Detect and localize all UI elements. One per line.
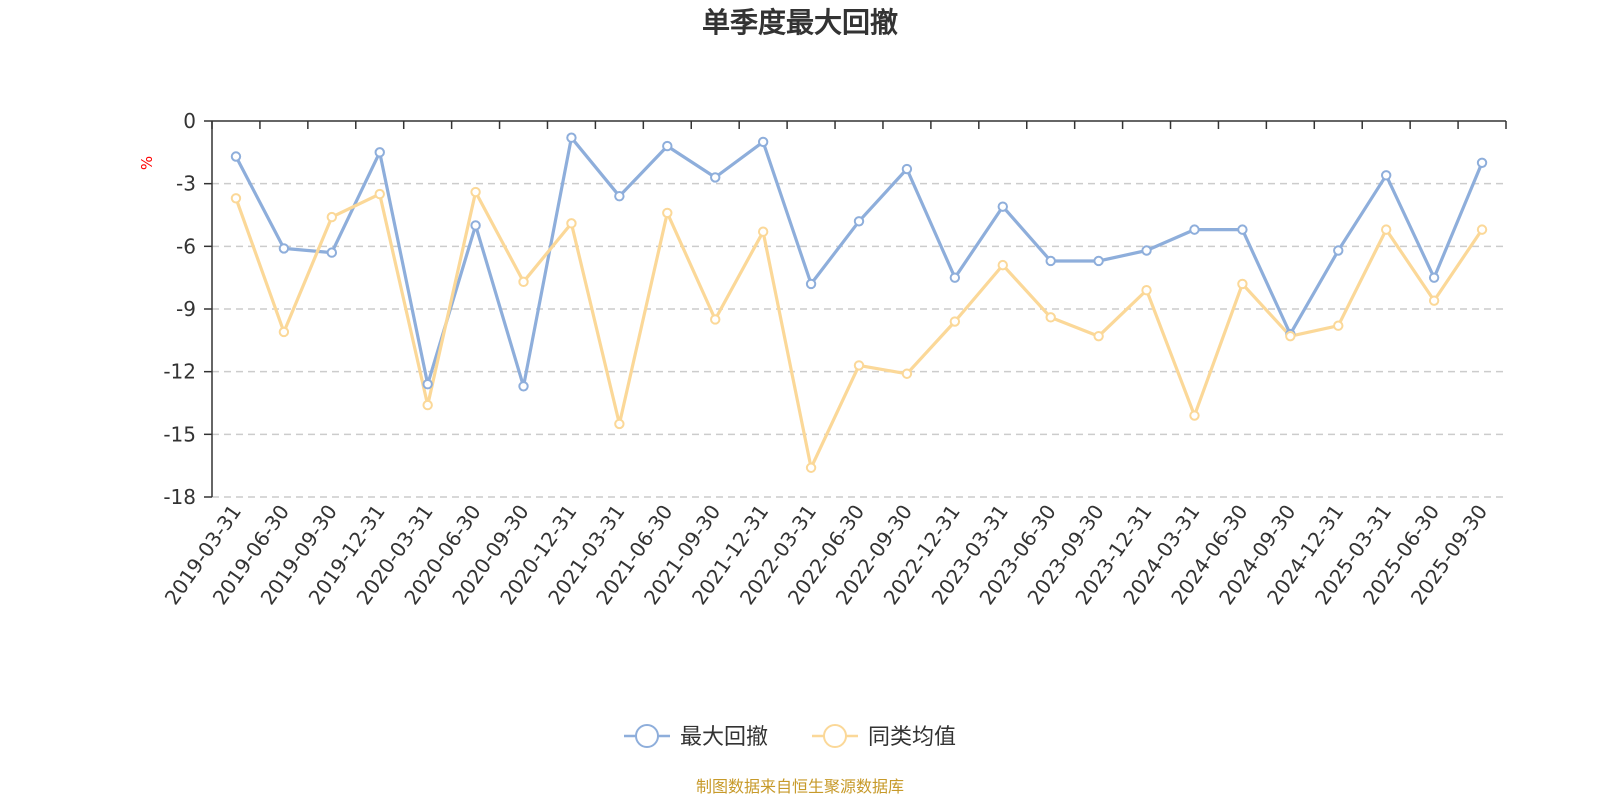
data-point[interactable] [1189, 410, 1200, 421]
data-point[interactable] [1141, 245, 1152, 256]
data-point[interactable] [805, 278, 817, 290]
data-point[interactable] [805, 462, 817, 473]
data-point[interactable] [949, 272, 961, 283]
data-point[interactable] [278, 326, 290, 338]
data-point[interactable] [1189, 224, 1200, 235]
grid-lines [212, 182, 1506, 498]
chart-title: 单季度最大回撤 [702, 6, 898, 39]
legend-item-1[interactable]: 最大回撤 [624, 724, 768, 750]
data-point[interactable] [1333, 320, 1344, 331]
data-point[interactable] [230, 193, 242, 204]
data-point[interactable] [1141, 285, 1152, 296]
data-point[interactable] [1428, 295, 1440, 306]
data-point[interactable] [1093, 330, 1104, 342]
data-point[interactable] [1285, 330, 1296, 342]
data-point[interactable] [1476, 224, 1488, 235]
data-point[interactable] [422, 399, 433, 411]
data-point[interactable] [997, 259, 1008, 271]
legend-label: 同类均值 [868, 725, 956, 750]
legend-marker-icon [635, 724, 659, 748]
data-point[interactable] [1380, 170, 1392, 181]
data-point[interactable] [1045, 312, 1056, 323]
y-tick-label: -15 [163, 422, 196, 446]
y-tick-label: -18 [163, 485, 196, 509]
data-point[interactable] [1380, 224, 1392, 235]
y-tick-label: -6 [176, 234, 196, 258]
series-line-2 [234, 190, 1484, 470]
data-point[interactable] [662, 140, 673, 152]
data-point[interactable] [1237, 278, 1248, 290]
data-point[interactable] [1093, 255, 1104, 267]
data-point[interactable] [326, 247, 338, 258]
data-point[interactable] [901, 368, 913, 379]
data-point[interactable] [614, 418, 625, 430]
data-point[interactable] [374, 147, 385, 158]
data-point[interactable] [1476, 157, 1488, 168]
data-point[interactable] [1045, 255, 1056, 267]
legend-item-2[interactable]: 同类均值 [812, 724, 956, 750]
series-line-1 [234, 136, 1484, 388]
data-point[interactable] [949, 316, 961, 327]
series-lines [230, 132, 1488, 473]
y-tick-label: 0 [183, 109, 196, 133]
source-note: 制图数据来自恒生聚源数据库 [696, 777, 904, 796]
data-point[interactable] [1428, 272, 1440, 283]
data-point[interactable] [470, 186, 481, 198]
data-point[interactable] [614, 191, 625, 202]
data-point[interactable] [470, 220, 481, 231]
data-point[interactable] [422, 379, 433, 390]
data-point[interactable] [710, 172, 721, 183]
data-point[interactable] [757, 136, 769, 148]
y-tick-label: -9 [176, 297, 196, 321]
data-point[interactable] [853, 360, 865, 371]
data-point[interactable] [566, 132, 577, 143]
data-point[interactable] [662, 207, 673, 219]
data-point[interactable] [326, 211, 338, 223]
data-point[interactable] [757, 226, 769, 237]
y-tick-label: -3 [176, 172, 196, 196]
data-point[interactable] [997, 201, 1008, 212]
data-point[interactable] [518, 381, 529, 392]
legend-marker-icon [823, 724, 847, 748]
y-axis-unit: % [138, 156, 156, 170]
y-tick-label: -12 [163, 360, 196, 384]
data-point[interactable] [374, 188, 385, 200]
data-point[interactable] [230, 151, 242, 162]
data-point[interactable] [566, 218, 577, 229]
data-point[interactable] [710, 314, 721, 325]
legend-label: 最大回撤 [680, 725, 768, 750]
data-point[interactable] [1237, 224, 1248, 235]
data-point[interactable] [518, 276, 529, 288]
data-point[interactable] [901, 163, 913, 175]
data-point[interactable] [1333, 245, 1344, 256]
legend[interactable]: 最大回撤 同类均值 [624, 724, 956, 750]
data-point[interactable] [853, 216, 865, 227]
data-point[interactable] [278, 243, 290, 254]
